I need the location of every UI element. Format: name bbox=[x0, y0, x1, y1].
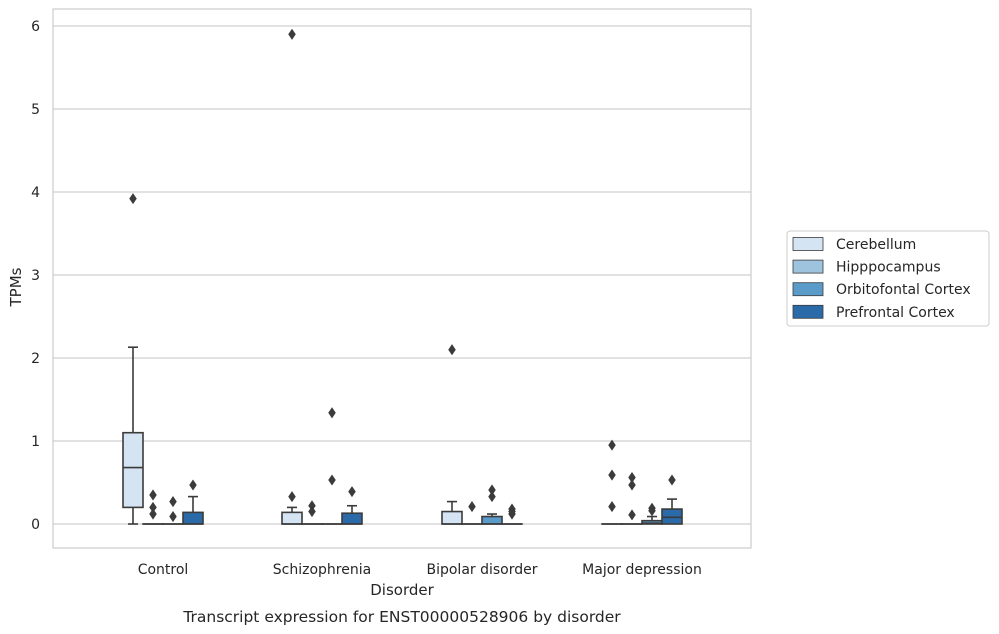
y-tick-label: 4 bbox=[31, 185, 40, 201]
box-group bbox=[601, 439, 623, 525]
box-group bbox=[122, 193, 144, 525]
box-group bbox=[182, 479, 204, 525]
box-group bbox=[461, 501, 483, 525]
box bbox=[182, 511, 204, 525]
outlier-point bbox=[348, 486, 356, 498]
legend-label: Prefrontal Cortex bbox=[836, 305, 955, 321]
y-tick-label: 6 bbox=[31, 19, 40, 35]
y-tick-label: 5 bbox=[31, 102, 40, 118]
box-group bbox=[341, 486, 363, 525]
outlier-point bbox=[308, 506, 316, 518]
legend-swatch bbox=[792, 304, 824, 319]
outlier-point bbox=[288, 28, 296, 40]
outlier-point bbox=[628, 479, 636, 491]
box bbox=[441, 510, 463, 525]
box bbox=[122, 431, 144, 509]
outlier-point bbox=[169, 510, 177, 523]
y-tick-label: 1 bbox=[31, 434, 40, 450]
box-group bbox=[641, 502, 663, 525]
x-axis-ticks: Control Schizophrenia Bipolar disorder Majo… bbox=[138, 562, 702, 578]
legend-swatch bbox=[792, 259, 824, 274]
box-group bbox=[281, 28, 303, 525]
legend: Cerebellum Hipppocampus Orbitofontal Corte… bbox=[786, 230, 990, 327]
x-tick-label: Control bbox=[138, 562, 189, 578]
outlier-point bbox=[468, 501, 476, 513]
outlier-point bbox=[189, 479, 197, 491]
outlier-point bbox=[608, 501, 616, 513]
outlier-point bbox=[149, 508, 157, 520]
box-group bbox=[621, 471, 643, 525]
box-group bbox=[301, 500, 323, 525]
x-tick-label: Schizophrenia bbox=[273, 562, 371, 578]
y-axis-label: TPMs bbox=[7, 267, 25, 307]
outlier-point bbox=[328, 407, 336, 419]
legend-frame bbox=[786, 230, 990, 327]
box-group bbox=[441, 344, 463, 525]
outlier-point bbox=[628, 509, 636, 521]
outlier-point bbox=[648, 505, 656, 517]
plot-area bbox=[52, 8, 752, 549]
chart-caption: Transcript expression for ENST0000052890… bbox=[182, 608, 621, 626]
outlier-point bbox=[608, 469, 616, 481]
box bbox=[341, 512, 363, 525]
outlier-point bbox=[169, 496, 177, 508]
legend-label: Cerebellum bbox=[836, 237, 916, 253]
legend-swatch bbox=[792, 282, 824, 297]
outlier-point bbox=[149, 489, 157, 501]
x-tick-label: Bipolar disorder bbox=[426, 562, 537, 578]
x-axis-label: Disorder bbox=[370, 581, 434, 599]
outlier-point bbox=[488, 491, 496, 503]
gridlines bbox=[53, 25, 751, 525]
legend-swatch bbox=[792, 237, 824, 251]
y-axis-ticks: 0 1 2 3 4 5 6 bbox=[31, 19, 40, 533]
boxes bbox=[122, 28, 683, 525]
box-group bbox=[501, 503, 523, 525]
outlier-point bbox=[328, 474, 336, 486]
outlier-point bbox=[129, 193, 137, 205]
outlier-point bbox=[448, 344, 456, 356]
box bbox=[661, 508, 683, 525]
outlier-point bbox=[668, 474, 676, 486]
legend-label: Orbitofontal Cortex bbox=[836, 282, 971, 298]
outlier-point bbox=[508, 508, 516, 520]
box bbox=[281, 511, 303, 525]
box-group bbox=[661, 474, 683, 525]
box-group bbox=[481, 484, 503, 525]
y-tick-label: 2 bbox=[31, 351, 40, 367]
box-group bbox=[162, 496, 184, 525]
outlier-point bbox=[608, 439, 616, 451]
x-tick-label: Major depression bbox=[582, 562, 702, 578]
y-tick-label: 0 bbox=[31, 517, 40, 533]
legend-label: Hipppocampus bbox=[836, 260, 941, 276]
box bbox=[481, 515, 503, 525]
box-group bbox=[321, 407, 343, 525]
outlier-point bbox=[288, 491, 296, 503]
y-tick-label: 3 bbox=[31, 268, 40, 284]
box-group bbox=[142, 489, 164, 525]
